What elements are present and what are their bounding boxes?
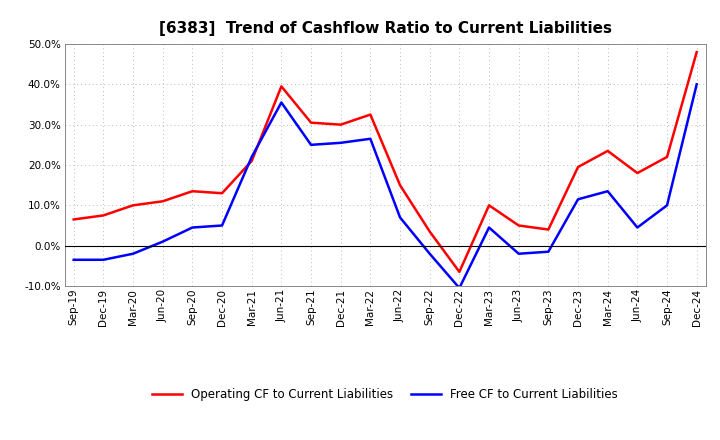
Free CF to Current Liabilities xyxy=(188,225,197,230)
Free CF to Current Liabilities xyxy=(693,82,701,87)
Operating CF to Current Liabilities xyxy=(603,148,612,154)
Operating CF to Current Liabilities xyxy=(336,122,345,127)
Operating CF to Current Liabilities xyxy=(455,269,464,275)
Free CF to Current Liabilities xyxy=(217,223,226,228)
Free CF to Current Liabilities xyxy=(158,239,167,244)
Free CF to Current Liabilities xyxy=(99,257,108,262)
Free CF to Current Liabilities xyxy=(277,100,286,105)
Free CF to Current Liabilities xyxy=(307,142,315,147)
Operating CF to Current Liabilities xyxy=(99,213,108,218)
Free CF to Current Liabilities xyxy=(396,215,405,220)
Operating CF to Current Liabilities xyxy=(693,49,701,55)
Title: [6383]  Trend of Cashflow Ratio to Current Liabilities: [6383] Trend of Cashflow Ratio to Curren… xyxy=(158,21,612,36)
Operating CF to Current Liabilities xyxy=(544,227,553,232)
Free CF to Current Liabilities xyxy=(455,286,464,291)
Free CF to Current Liabilities xyxy=(485,225,493,230)
Operating CF to Current Liabilities xyxy=(277,84,286,89)
Operating CF to Current Liabilities xyxy=(158,199,167,204)
Free CF to Current Liabilities xyxy=(544,249,553,254)
Operating CF to Current Liabilities xyxy=(396,183,405,188)
Operating CF to Current Liabilities xyxy=(574,165,582,170)
Operating CF to Current Liabilities xyxy=(217,191,226,196)
Free CF to Current Liabilities xyxy=(662,203,671,208)
Free CF to Current Liabilities xyxy=(603,189,612,194)
Operating CF to Current Liabilities xyxy=(366,112,374,117)
Operating CF to Current Liabilities xyxy=(248,158,256,164)
Free CF to Current Liabilities xyxy=(129,251,138,257)
Free CF to Current Liabilities xyxy=(336,140,345,146)
Operating CF to Current Liabilities xyxy=(69,217,78,222)
Operating CF to Current Liabilities xyxy=(426,229,434,234)
Free CF to Current Liabilities xyxy=(426,251,434,257)
Free CF to Current Liabilities xyxy=(514,251,523,257)
Operating CF to Current Liabilities xyxy=(662,154,671,160)
Line: Operating CF to Current Liabilities: Operating CF to Current Liabilities xyxy=(73,52,697,272)
Operating CF to Current Liabilities xyxy=(188,189,197,194)
Legend: Operating CF to Current Liabilities, Free CF to Current Liabilities: Operating CF to Current Liabilities, Fre… xyxy=(148,384,623,406)
Free CF to Current Liabilities xyxy=(69,257,78,262)
Free CF to Current Liabilities xyxy=(366,136,374,141)
Free CF to Current Liabilities xyxy=(574,197,582,202)
Free CF to Current Liabilities xyxy=(633,225,642,230)
Operating CF to Current Liabilities xyxy=(633,170,642,176)
Operating CF to Current Liabilities xyxy=(129,203,138,208)
Free CF to Current Liabilities xyxy=(248,154,256,160)
Operating CF to Current Liabilities xyxy=(514,223,523,228)
Operating CF to Current Liabilities xyxy=(485,203,493,208)
Line: Free CF to Current Liabilities: Free CF to Current Liabilities xyxy=(73,84,697,288)
Operating CF to Current Liabilities xyxy=(307,120,315,125)
